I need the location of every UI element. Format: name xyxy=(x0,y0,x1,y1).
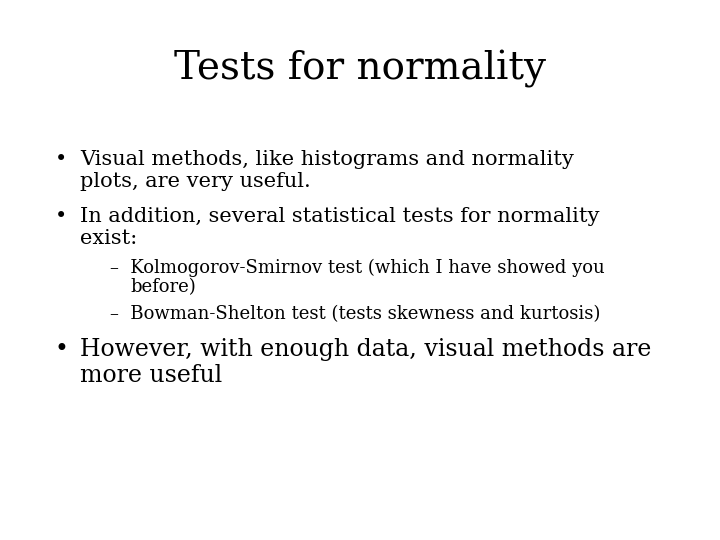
Text: exist:: exist: xyxy=(80,229,138,248)
Text: •: • xyxy=(55,207,67,226)
Text: •: • xyxy=(55,150,67,169)
Text: before): before) xyxy=(130,278,196,296)
Text: Visual methods, like histograms and normality: Visual methods, like histograms and norm… xyxy=(80,150,574,169)
Text: –  Bowman-Shelton test (tests skewness and kurtosis): – Bowman-Shelton test (tests skewness an… xyxy=(110,305,600,323)
Text: In addition, several statistical tests for normality: In addition, several statistical tests f… xyxy=(80,207,600,226)
Text: •: • xyxy=(55,338,69,361)
Text: plots, are very useful.: plots, are very useful. xyxy=(80,172,311,191)
Text: However, with enough data, visual methods are: However, with enough data, visual method… xyxy=(80,338,652,361)
Text: Tests for normality: Tests for normality xyxy=(174,50,546,88)
Text: more useful: more useful xyxy=(80,364,222,387)
Text: –  Kolmogorov-Smirnov test (which I have showed you: – Kolmogorov-Smirnov test (which I have … xyxy=(110,259,605,277)
